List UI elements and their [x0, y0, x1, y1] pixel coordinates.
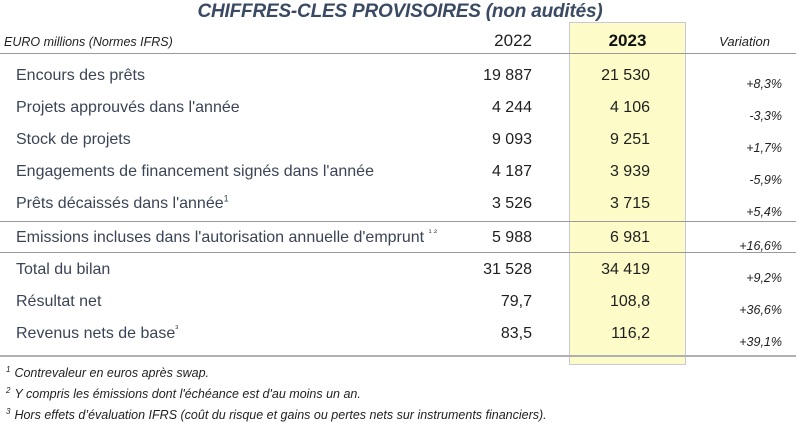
table-row: Engagements de financement signés dans l…: [0, 156, 800, 188]
value-2022: 9 093: [491, 131, 532, 148]
value-2022: 19 887: [483, 67, 532, 84]
row-label-text: Résultat net: [16, 293, 102, 310]
value-2022: 4 187: [491, 163, 532, 180]
value-2023: 21 530: [601, 67, 650, 84]
row-label: Projets approuvés dans l'année: [16, 92, 240, 124]
footnote-marker: 1: [6, 364, 11, 374]
row-label: Total du bilan: [16, 254, 110, 286]
variation-value: +16,6%: [739, 239, 782, 253]
value-2022: 4 244: [491, 99, 532, 116]
section-divider: [0, 221, 796, 222]
value-2023: 34 419: [601, 261, 650, 278]
table-row: Stock de projets 9 093 9 251 +1,7%: [0, 124, 800, 156]
footnote-ref: ¹ ²: [428, 227, 438, 238]
row-label: Prêts décaissés dans l'année1: [16, 188, 229, 220]
variation-value: +36,6%: [739, 303, 782, 317]
table-row: Encours des prêts 19 887 21 530 +8,3%: [0, 60, 800, 92]
unit-label: EURO millions (Normes IFRS): [4, 35, 173, 49]
value-2023: 6 981: [609, 229, 650, 246]
row-label: Engagements de financement signés dans l…: [16, 156, 374, 188]
row-label-text: Encours des prêts: [16, 67, 145, 84]
column-header-2023: 2023: [608, 31, 647, 50]
row-label-text: Projets approuvés dans l'année: [16, 99, 240, 116]
value-2023: 4 106: [609, 99, 650, 116]
row-label-text: Emissions incluses dans l'autorisation a…: [16, 229, 425, 246]
footnote: 1 Contrevaleur en euros après swap.: [6, 363, 547, 384]
variation-value: +1,7%: [746, 141, 782, 155]
value-2023: 116,2: [611, 325, 650, 342]
variation-value: +8,3%: [746, 77, 782, 91]
footnote-text: Y compris les émissions dont l'échéance …: [14, 387, 361, 401]
table-row: Emissions incluses dans l'autorisation a…: [0, 222, 800, 254]
row-label: Résultat net: [16, 286, 101, 318]
footnote-marker: 2: [6, 385, 11, 395]
section-divider: [0, 252, 796, 253]
variation-value: +5,4%: [746, 205, 782, 219]
table-row: Projets approuvés dans l'année 4 244 4 1…: [0, 92, 800, 124]
table-header-row: EURO millions (Normes IFRS) 2022 2023 Va…: [0, 31, 800, 53]
value-2023: 108,8: [609, 293, 650, 310]
value-2023: 3 939: [609, 163, 650, 180]
value-2022: 5 988: [491, 229, 532, 246]
row-label: Revenus nets de base³: [16, 318, 178, 350]
row-label: Stock de projets: [16, 124, 131, 156]
footnote-text: Contrevaleur en euros après swap.: [14, 366, 210, 380]
footnote: 3 Hors effets d’évaluation IFRS (coût du …: [6, 405, 547, 426]
table-bottom-divider: [0, 355, 796, 357]
value-2022: 3 526: [491, 195, 532, 212]
footnote-ref: 1: [223, 193, 229, 204]
highlight-column-2023: [569, 22, 686, 365]
footnote-text: Hors effets d’évaluation IFRS (coût du r…: [14, 408, 547, 422]
table-row: Total du bilan 31 528 34 419 +9,2%: [0, 254, 800, 286]
column-header-2022: 2022: [494, 31, 532, 50]
variation-value: -5,9%: [749, 173, 782, 187]
table-row: Prêts décaissés dans l'année1 3 526 3 71…: [0, 188, 800, 220]
variation-value: +9,2%: [746, 271, 782, 285]
row-label-text: Total du bilan: [16, 261, 111, 278]
table-row: Revenus nets de base³ 83,5 116,2 +39,1%: [0, 318, 800, 350]
footnote-ref: ³: [175, 323, 179, 334]
value-2022: 31 528: [483, 261, 532, 278]
row-label-text: Prêts décaissés dans l'année: [16, 195, 224, 212]
table-title: CHIFFRES-CLES PROVISOIRES (non audités): [197, 1, 603, 22]
value-2022: 79,7: [500, 293, 532, 310]
row-label: Encours des prêts: [16, 60, 145, 92]
value-2023: 3 715: [609, 195, 650, 212]
value-2022: 83,5: [500, 325, 532, 342]
row-label: Emissions incluses dans l'autorisation a…: [16, 222, 437, 254]
variation-value: +39,1%: [739, 335, 782, 349]
variation-value: -3,3%: [749, 109, 782, 123]
row-label-text: Engagements de financement signés dans l…: [16, 163, 374, 180]
row-label-text: Revenus nets de base: [16, 325, 176, 342]
footnote-marker: 3: [6, 406, 11, 416]
value-2023: 9 251: [609, 131, 650, 148]
table-row: Résultat net 79,7 108,8 +36,6%: [0, 286, 800, 318]
header-divider: [0, 53, 796, 54]
column-header-variation: Variation: [719, 34, 770, 49]
row-label-text: Stock de projets: [16, 131, 131, 148]
